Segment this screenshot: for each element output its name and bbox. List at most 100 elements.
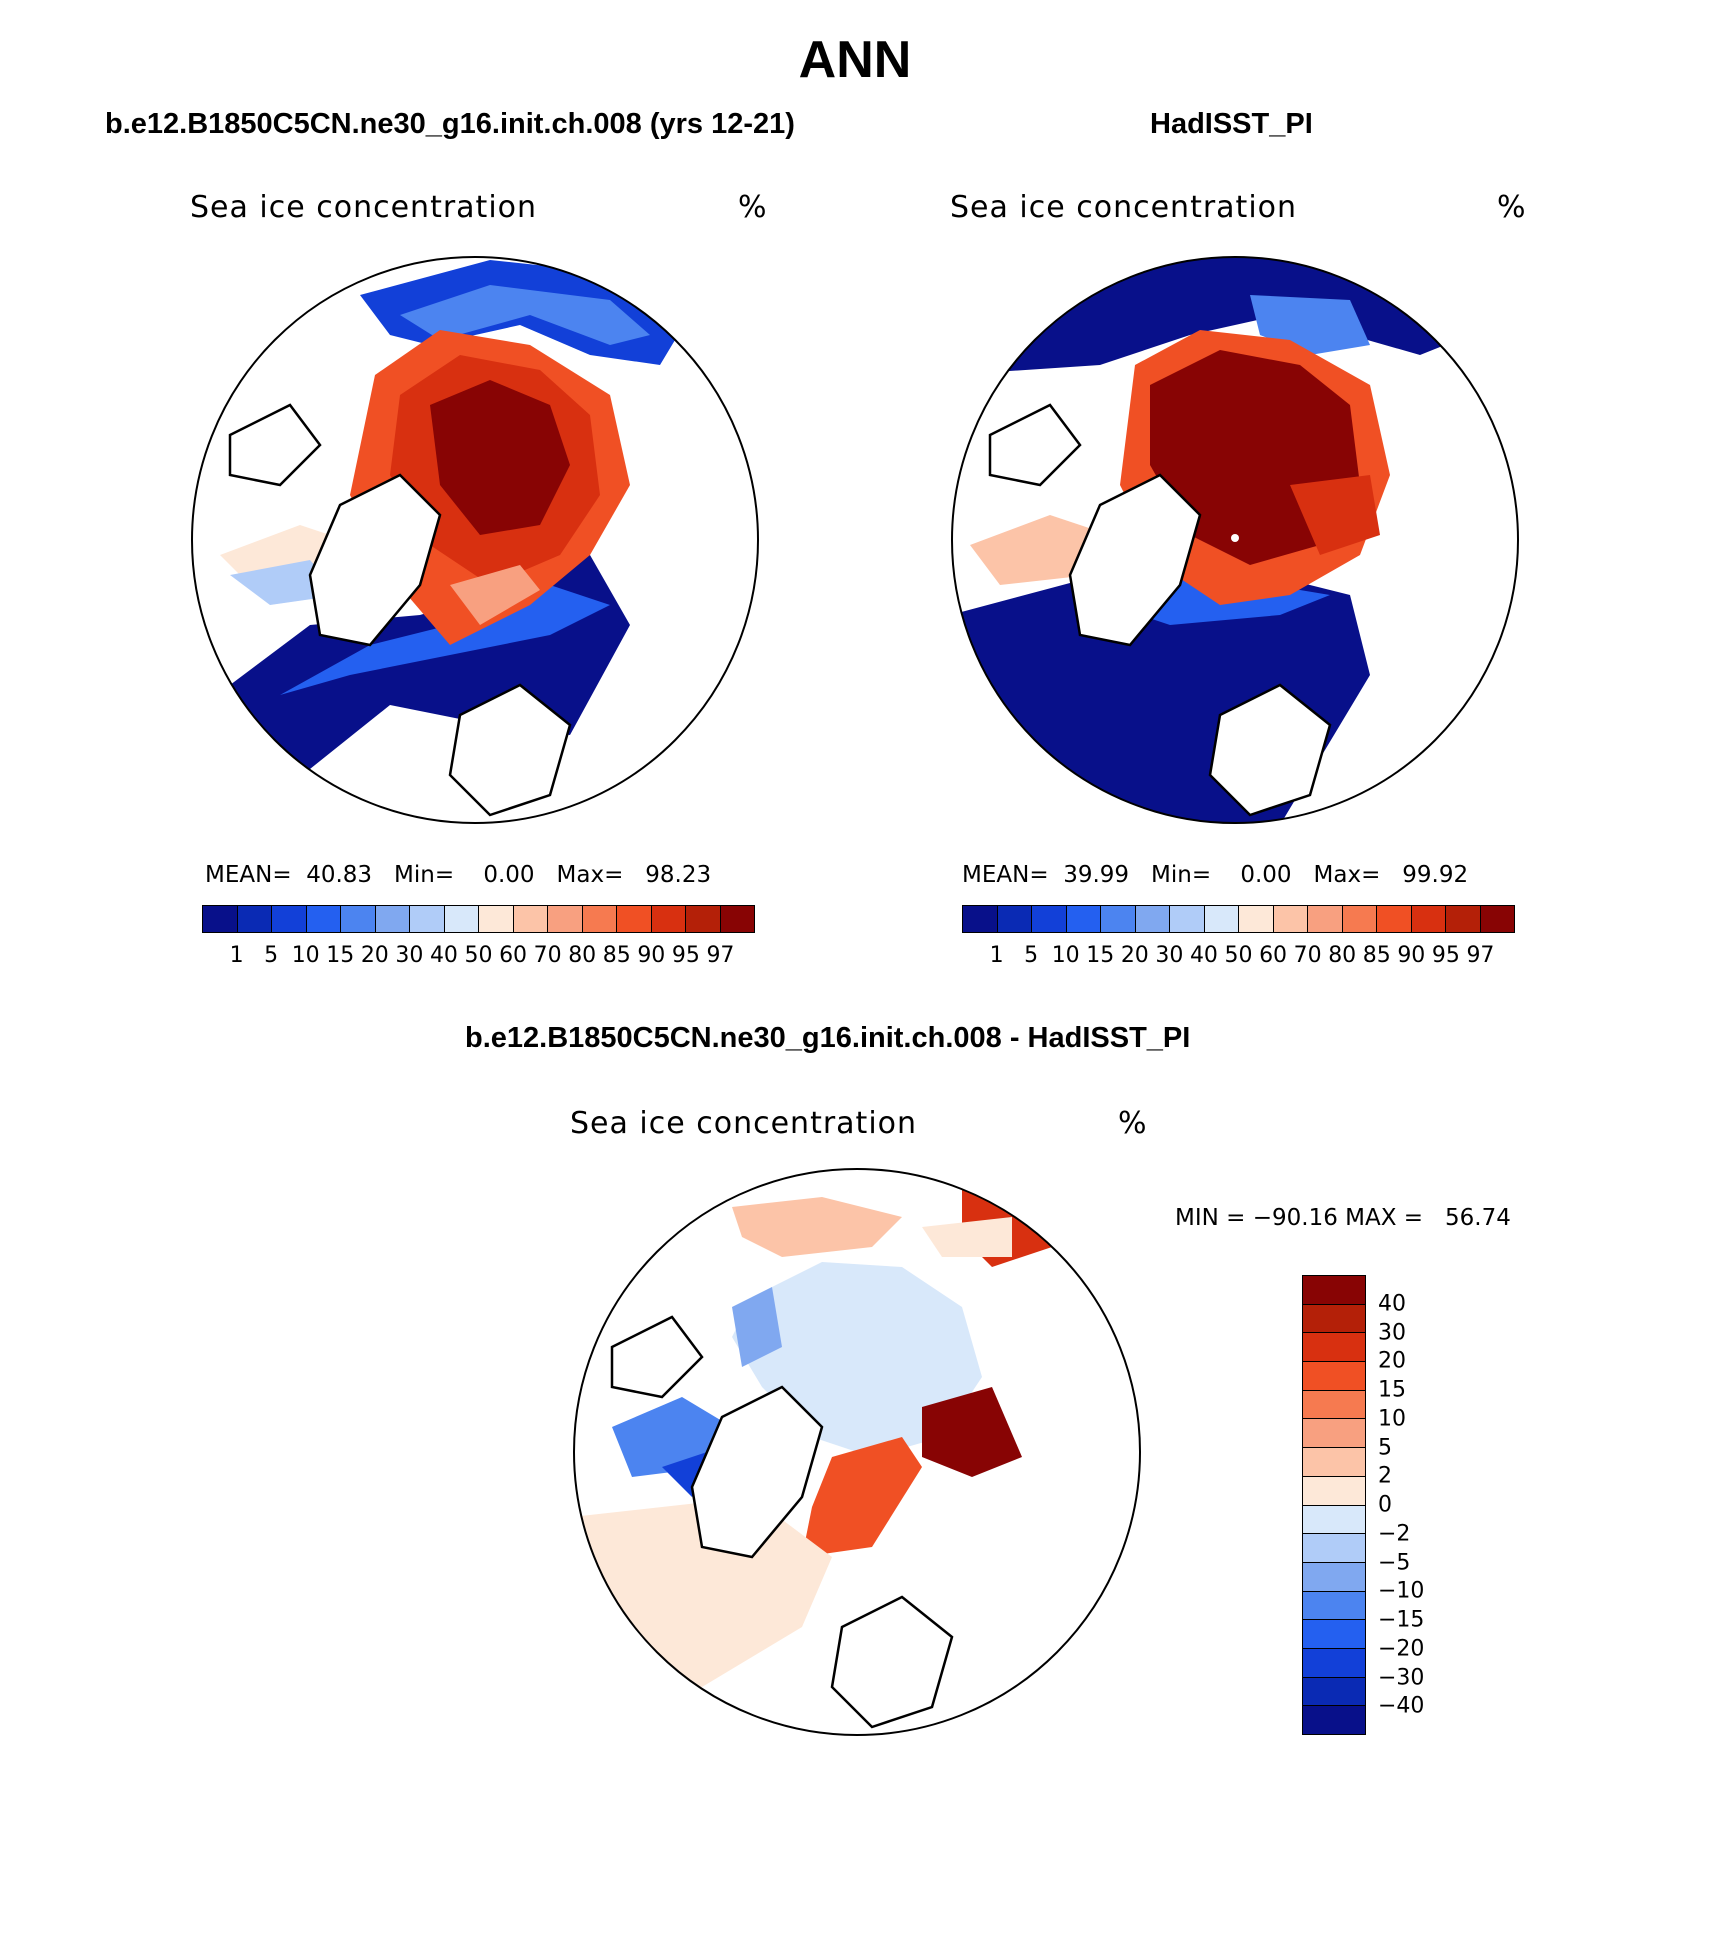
panel-obs-colorbar-swatch [1273,906,1308,932]
panel-obs-colorbar-tick-label: 20 [1120,943,1149,968]
panel-obs-case-title: HadISST_PI [1150,108,1313,140]
panel-obs-colorbar-swatch [1204,906,1239,932]
panel-model-colorbar-swatch [272,906,307,932]
panel-diff-stats: MIN = −90.16 MAX = 56.74 [1175,1205,1511,1231]
panel-model-colorbar-tick-label: 70 [533,943,562,968]
panel-obs-colorbar-tick-label: 30 [1155,943,1184,968]
panel-diff-colorbar-swatch [1303,1534,1365,1563]
panel-diff-colorbar-tick-label: 40 [1378,1291,1406,1317]
panel-obs-units: % [1497,190,1527,225]
panel-model-coastlines [228,403,572,817]
panel-diff-case-title: b.e12.B1850C5CN.ne30_g16.init.ch.008 - H… [465,1022,1191,1054]
mean-label: MEAN= [205,862,292,888]
panel-model-stats: MEAN= 40.83 Min= 0.00 Max= 98.23 [205,862,711,888]
panel-model-colorbar-swatch [548,906,583,932]
panel-obs-colorbar-swatch [1239,906,1274,932]
panel-diff-colorbar-tick-label: 15 [1378,1377,1406,1403]
panel-obs-colorbar-swatch [997,906,1032,932]
panel-model-colorbar-swatch [479,906,514,932]
panel-diff-coastlines [610,1315,954,1729]
panel-model-colorbar-swatch [341,906,376,932]
panel-diff-colorbar-tick-label: 2 [1378,1463,1392,1489]
panel-obs-variable: Sea ice concentration [950,190,1298,225]
panel-model-colorbar-tick-label: 40 [429,943,458,968]
panel-model-colorbar-swatch [375,906,410,932]
panel-diff-colorbar-swatch [1303,1620,1365,1649]
panel-diff-colorbar-swatch [1303,1562,1365,1592]
panel-obs-colorbar-tick-label: 85 [1362,943,1391,968]
panel-obs-stats: MEAN= 39.99 Min= 0.00 Max= 99.92 [962,862,1468,888]
panel-model-colorbar-tick-label: 95 [671,943,700,968]
panel-model-colorbar-swatch [686,906,721,932]
panel-obs-colorbar-swatch [1135,906,1170,932]
min-label: Min= [1151,862,1212,888]
panel-model-colorbar-tick-label: 60 [499,943,528,968]
panel-model-colorbar-tick-label: 15 [326,943,355,968]
panel-diff-map [573,1168,1141,1736]
panel-diff-colorbar-swatch [1303,1706,1365,1734]
panel-diff-colorbar-tick-label: −40 [1378,1693,1425,1719]
panel-model-colorbar-swatch [444,906,479,932]
panel-obs-colorbar-tick-label: 95 [1431,943,1460,968]
mean-label: MEAN= [962,862,1049,888]
panel-diff-colorbar [1302,1275,1366,1735]
panel-diff-colorbar-swatch [1303,1304,1365,1334]
panel-diff-colorbar-swatch [1303,1390,1365,1420]
panel-diff-colorbar-swatch [1303,1276,1365,1305]
mean-value: 40.83 [306,862,373,888]
panel-obs-colorbar-tick-label: 60 [1259,943,1288,968]
panel-obs-colorbar-tick-label: 50 [1224,943,1253,968]
panel-obs-colorbar [962,905,1515,933]
panel-model-colorbar-tick-label: 30 [395,943,424,968]
panel-model-colorbar-tick-label: 85 [602,943,631,968]
panel-diff-colorbar-swatch [1303,1333,1365,1363]
panel-diff-colorbar-swatch [1303,1476,1365,1506]
panel-diff-colorbar-swatch [1303,1505,1365,1535]
panel-model-colorbar-swatch [582,906,617,932]
panel-diff-colorbar-tick-label: 10 [1378,1406,1406,1432]
panel-diff-colorbar-tick-label: 5 [1378,1435,1392,1460]
panel-model-colorbar-tick-label: 90 [637,943,666,968]
panel-diff-colorbar-tick-label: 30 [1378,1320,1406,1345]
panel-model-map-border [191,256,759,824]
panel-model-colorbar-tick-label: 50 [464,943,493,968]
panel-obs-colorbar-swatch [1101,906,1136,932]
panel-obs-colorbar-tick-label: 97 [1466,943,1495,968]
panel-obs-colorbar-tick-label: 10 [1051,943,1080,968]
panel-diff-colorbar-tick-label: −20 [1378,1636,1425,1662]
panel-obs-colorbar-tick-label: 5 [1024,943,1039,968]
max-label: Max= [1313,862,1381,888]
panel-obs-map-border [951,256,1519,824]
panel-diff-colorbar-swatch [1303,1591,1365,1621]
panel-obs-colorbar-tick-label: 80 [1328,943,1357,968]
max-label: Max= [556,862,624,888]
panel-obs-colorbar-tick-label: 70 [1293,943,1322,968]
panel-diff-units: % [1118,1106,1148,1141]
panel-model-colorbar-swatch [410,906,445,932]
panel-model-colorbar-tick-label: 10 [291,943,320,968]
panel-obs-colorbar-swatch [1308,906,1343,932]
panel-diff-colorbar-tick-label: −2 [1378,1521,1411,1547]
panel-obs-colorbar-swatch [1446,906,1481,932]
panel-obs-colorbar-swatch [1480,906,1514,932]
panel-diff-colorbar-swatch [1303,1648,1365,1678]
panel-diff-colorbar-ticks: 40 30 20 15 10 5 2 0 −2 −5 −10 −15 −20 −30 −40 [1378,1275,1498,1735]
panel-model-colorbar-tick-label: 80 [568,943,597,968]
min-value: 0.00 [1240,862,1292,888]
panel-model-colorbar-swatch [306,906,341,932]
panel-model-colorbar-swatch [617,906,652,932]
max-value: 99.92 [1402,862,1469,888]
panel-obs-colorbar-tick-label: 40 [1189,943,1218,968]
panel-obs-colorbar-ticks: 1 5 10 15 20 30 40 50 60 70 80 85 90 95 97 [962,943,1515,971]
panel-model-field [220,260,690,785]
panel-diff-map-border [573,1168,1141,1736]
panel-model-colorbar-tick-label: 20 [360,943,389,968]
panel-diff-colorbar-tick-label: −10 [1378,1578,1425,1604]
panel-diff-colorbar-swatch [1303,1677,1365,1707]
panel-diff-colorbar-tick-label: −15 [1378,1607,1425,1633]
mean-value: 39.99 [1063,862,1130,888]
panel-diff-colorbar-tick-label: 20 [1378,1348,1406,1374]
panel-diff-variable: Sea ice concentration [570,1106,918,1141]
panel-obs-colorbar-tick-label: 90 [1397,943,1426,968]
panel-obs-colorbar-swatch [963,906,998,932]
